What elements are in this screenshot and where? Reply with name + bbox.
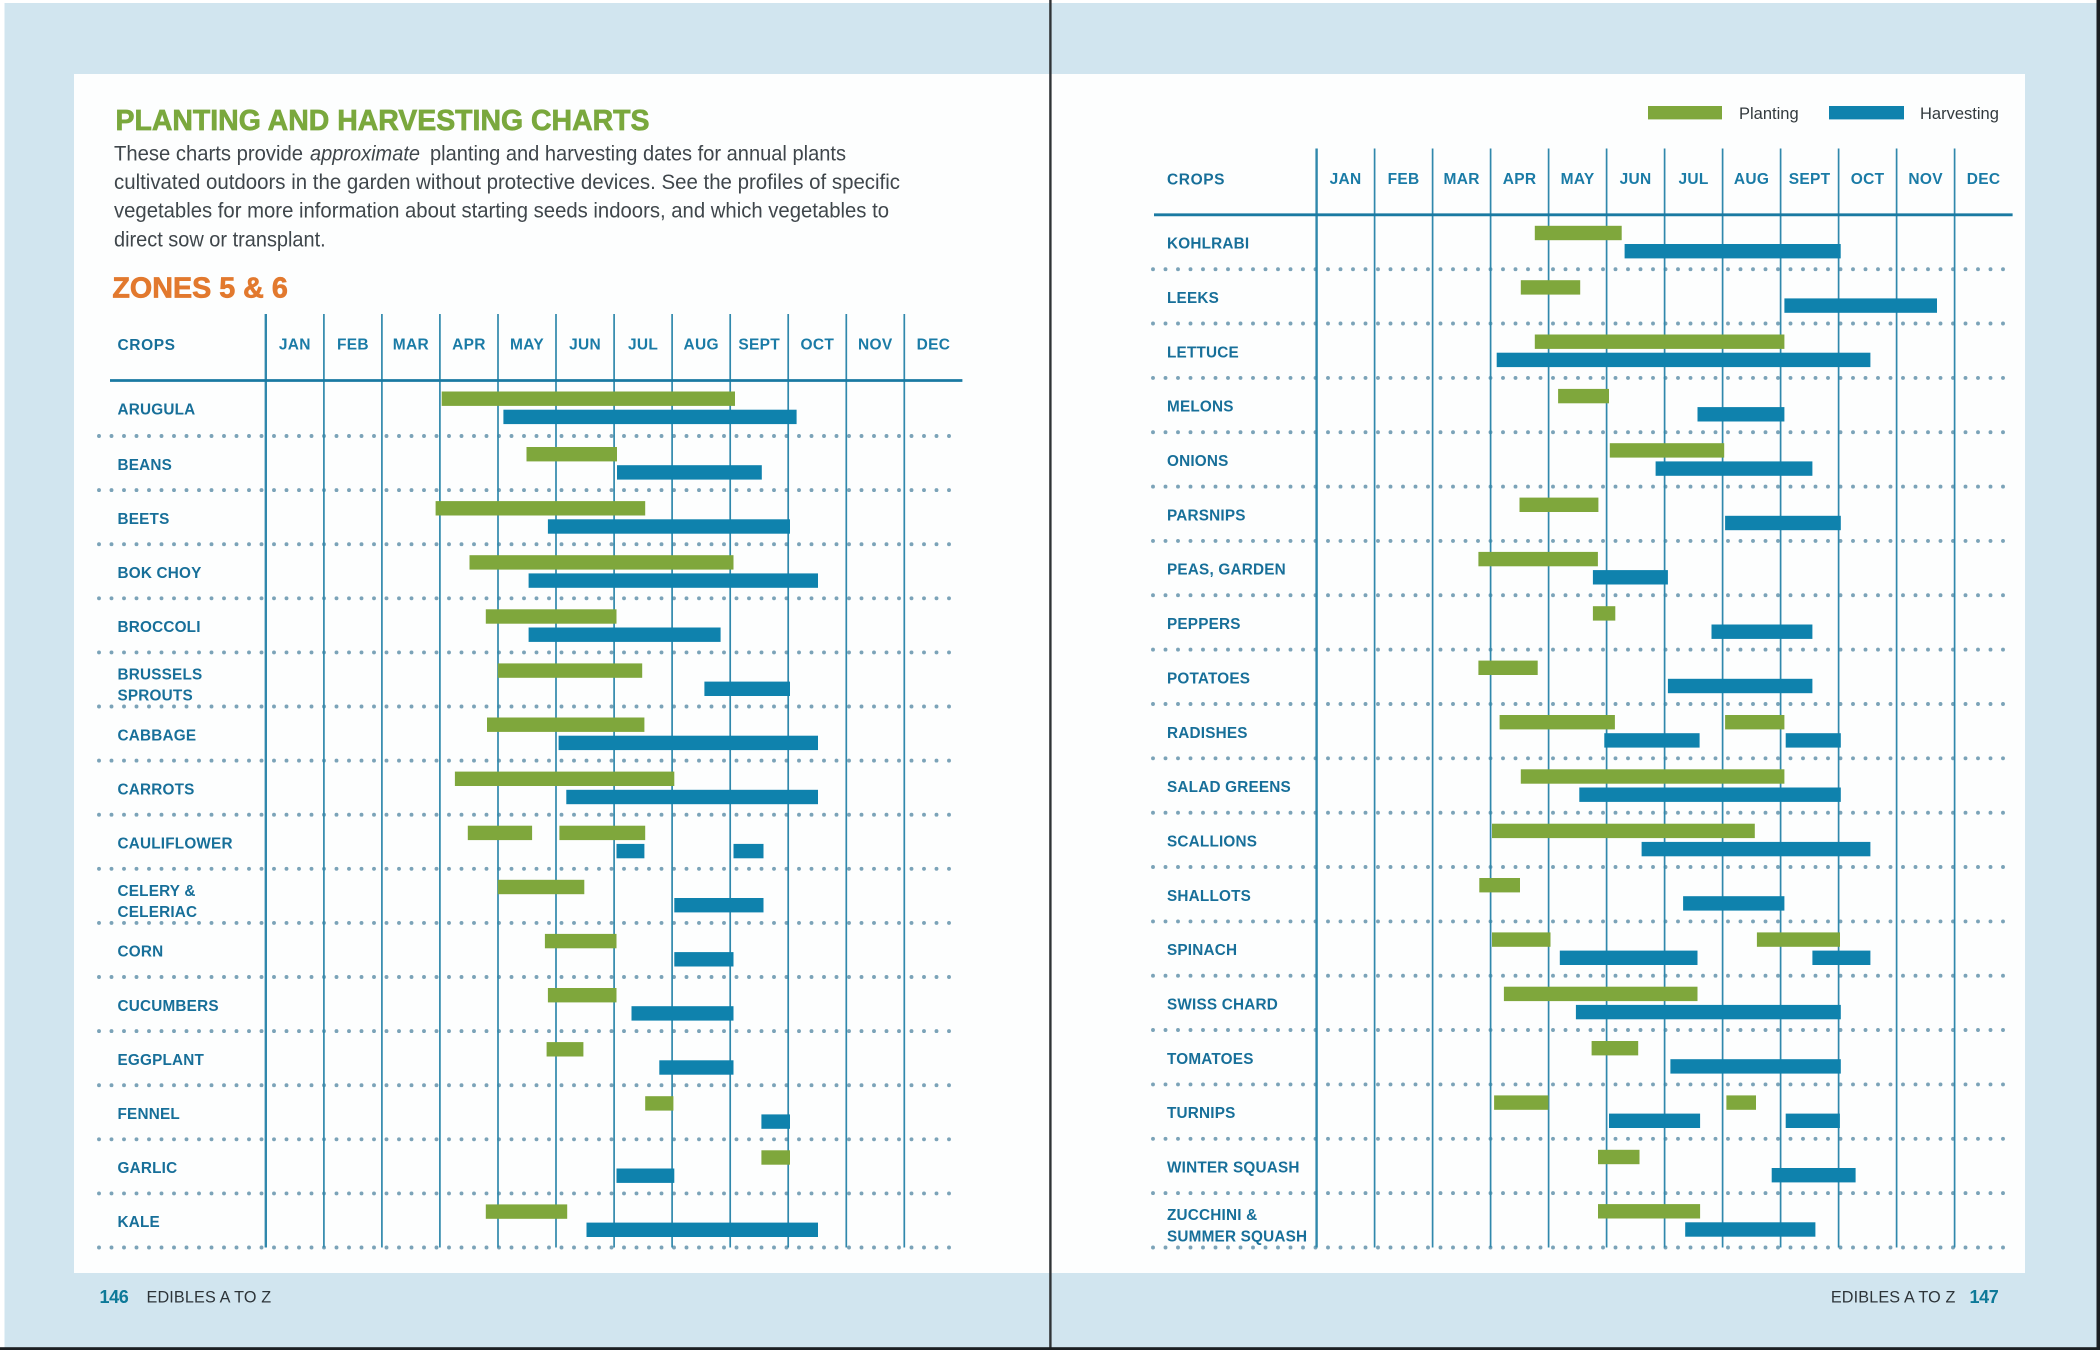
svg-text:APR: APR — [452, 337, 486, 354]
svg-text:LETTUCE: LETTUCE — [1167, 344, 1239, 361]
svg-text:MELONS: MELONS — [1167, 399, 1234, 416]
svg-text:146: 146 — [100, 1287, 129, 1307]
svg-text:CROPS: CROPS — [118, 337, 176, 354]
svg-text:SEPT: SEPT — [1789, 171, 1831, 188]
svg-text:SALAD GREENS: SALAD GREENS — [1167, 779, 1291, 796]
svg-text:EDIBLES A TO Z: EDIBLES A TO Z — [1831, 1289, 1956, 1307]
svg-text:PARSNIPS: PARSNIPS — [1167, 507, 1246, 524]
svg-text:SPINACH: SPINACH — [1167, 942, 1237, 959]
svg-text:ZONES 5 & 6: ZONES 5 & 6 — [112, 273, 287, 305]
svg-text:NOV: NOV — [858, 337, 893, 354]
svg-text:EDIBLES A TO Z: EDIBLES A TO Z — [147, 1289, 272, 1307]
svg-text:Planting: Planting — [1739, 105, 1799, 123]
svg-text:AUG: AUG — [1734, 171, 1769, 188]
svg-text:direct sow or transplant.: direct sow or transplant. — [114, 228, 326, 251]
svg-text:RADISHES: RADISHES — [1167, 725, 1248, 742]
svg-text:ONIONS: ONIONS — [1167, 453, 1229, 470]
svg-text:PLANTING AND HARVESTING CHARTS: PLANTING AND HARVESTING CHARTS — [116, 105, 650, 137]
svg-text:MAR: MAR — [393, 337, 429, 354]
svg-text:CELERIAC: CELERIAC — [118, 904, 198, 921]
svg-text:JUL: JUL — [1679, 171, 1709, 188]
svg-text:FENNEL: FENNEL — [118, 1106, 180, 1123]
svg-text:KALE: KALE — [118, 1214, 160, 1231]
svg-text:ZUCCHINI &: ZUCCHINI & — [1167, 1207, 1257, 1224]
svg-text:cultivated outdoors in the gar: cultivated outdoors in the garden withou… — [114, 171, 900, 194]
svg-text:Harvesting: Harvesting — [1920, 105, 1999, 123]
svg-text:EGGPLANT: EGGPLANT — [118, 1052, 205, 1069]
svg-text:AUG: AUG — [684, 337, 719, 354]
svg-text:MAR: MAR — [1443, 171, 1479, 188]
svg-text:KOHLRABI: KOHLRABI — [1167, 236, 1249, 253]
svg-text:JUL: JUL — [628, 337, 658, 354]
svg-text:NOV: NOV — [1908, 171, 1943, 188]
svg-text:SUMMER SQUASH: SUMMER SQUASH — [1167, 1228, 1307, 1245]
svg-text:OCT: OCT — [800, 337, 834, 354]
svg-text:DEC: DEC — [917, 337, 951, 354]
svg-text:BRUSSELS: BRUSSELS — [118, 666, 203, 683]
svg-text:CROPS: CROPS — [1167, 171, 1225, 188]
svg-text:FEB: FEB — [337, 337, 369, 354]
svg-text:planting and harvesting dates: planting and harvesting dates for annual… — [430, 143, 846, 166]
svg-text:These charts provide: These charts provide — [114, 143, 303, 166]
svg-text:SPROUTS: SPROUTS — [118, 688, 193, 705]
svg-text:CUCUMBERS: CUCUMBERS — [118, 998, 219, 1015]
svg-text:PEPPERS: PEPPERS — [1167, 616, 1241, 633]
svg-text:DEC: DEC — [1967, 171, 2001, 188]
svg-text:147: 147 — [1970, 1287, 1999, 1307]
svg-text:SEPT: SEPT — [738, 337, 780, 354]
svg-text:approximate: approximate — [310, 143, 420, 166]
svg-text:MAY: MAY — [510, 337, 544, 354]
svg-text:CORN: CORN — [118, 944, 164, 961]
svg-text:ARUGULA: ARUGULA — [118, 401, 196, 418]
svg-text:APR: APR — [1503, 171, 1537, 188]
svg-text:CABBAGE: CABBAGE — [118, 727, 197, 744]
svg-text:CELERY &: CELERY & — [118, 883, 196, 900]
svg-text:BEANS: BEANS — [118, 457, 173, 474]
svg-text:SCALLIONS: SCALLIONS — [1167, 834, 1257, 851]
svg-text:CAULIFLOWER: CAULIFLOWER — [118, 836, 233, 853]
svg-text:TOMATOES: TOMATOES — [1167, 1051, 1254, 1068]
svg-text:PEAS, GARDEN: PEAS, GARDEN — [1167, 562, 1286, 579]
svg-text:LEEKS: LEEKS — [1167, 290, 1219, 307]
svg-text:SWISS CHARD: SWISS CHARD — [1167, 997, 1278, 1014]
svg-text:SHALLOTS: SHALLOTS — [1167, 888, 1251, 905]
svg-text:JAN: JAN — [279, 337, 311, 354]
svg-text:OCT: OCT — [1851, 171, 1885, 188]
svg-text:GARLIC: GARLIC — [118, 1160, 178, 1177]
svg-text:JAN: JAN — [1330, 171, 1362, 188]
svg-text:CARROTS: CARROTS — [118, 781, 195, 798]
svg-text:BOK CHOY: BOK CHOY — [118, 565, 202, 582]
svg-text:vegetables for more informatio: vegetables for more information about st… — [114, 200, 889, 223]
svg-text:FEB: FEB — [1388, 171, 1420, 188]
svg-text:JUN: JUN — [569, 337, 601, 354]
svg-text:BEETS: BEETS — [118, 511, 170, 528]
svg-text:TURNIPS: TURNIPS — [1167, 1105, 1236, 1122]
svg-text:WINTER SQUASH: WINTER SQUASH — [1167, 1160, 1300, 1177]
svg-text:JUN: JUN — [1620, 171, 1652, 188]
svg-text:MAY: MAY — [1561, 171, 1595, 188]
svg-text:BROCCOLI: BROCCOLI — [118, 619, 201, 636]
svg-text:POTATOES: POTATOES — [1167, 670, 1250, 687]
